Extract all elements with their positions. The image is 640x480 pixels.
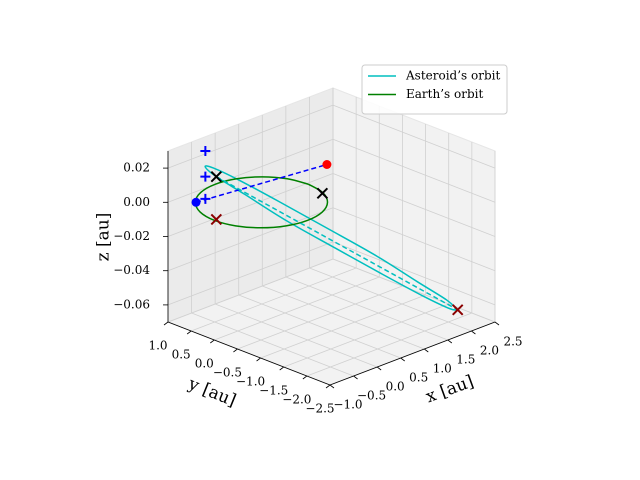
z-tick-label: 0.02 [123, 161, 150, 175]
y-tick [325, 384, 331, 389]
grid-line [191, 312, 354, 377]
series-line [204, 165, 459, 311]
grid-line [332, 207, 496, 272]
y-tick [210, 339, 215, 344]
x-tick [494, 321, 500, 326]
marker [322, 160, 332, 169]
x-tick-label: 0.0 [386, 380, 405, 394]
x-tick [471, 330, 476, 335]
y-tick-label: −2.5 [305, 402, 334, 416]
z-tick-label: −0.04 [113, 263, 150, 277]
grid-line [167, 138, 334, 203]
grid-line [167, 104, 334, 169]
grid-line [332, 104, 496, 169]
y-tick [256, 357, 261, 362]
y-tick-label: −2.0 [282, 393, 311, 407]
x-tick [424, 348, 429, 353]
x-tick [353, 375, 358, 380]
grid-line [214, 303, 378, 368]
marker [200, 171, 211, 182]
grid-line [191, 267, 357, 332]
grid-line [306, 312, 472, 377]
z-tick-label: −0.06 [113, 297, 150, 311]
y-tick [233, 348, 238, 353]
grid-line [260, 294, 426, 359]
x-axis-label: x [au] [423, 372, 476, 408]
x-axis-line [329, 321, 496, 386]
grid-line [262, 285, 425, 350]
plot-area [191, 146, 464, 316]
grid-line [332, 138, 496, 203]
x-tick-label: 1.0 [433, 362, 452, 376]
y-tick-label: 0.0 [195, 357, 214, 371]
grid-line [238, 294, 401, 359]
x-tick-label: 2.0 [480, 344, 499, 358]
y-tick-label: 0.5 [172, 348, 191, 362]
x-tick-label: 2.5 [503, 335, 522, 349]
x-tick [329, 384, 335, 389]
grid-line [167, 241, 334, 306]
legend-label: Earth’s orbit [406, 87, 483, 101]
marker [316, 187, 329, 200]
y-tick [186, 330, 192, 335]
marker [200, 146, 211, 156]
series-line [215, 176, 459, 311]
grid-line [214, 276, 380, 341]
z-axis-label: z [au] [94, 213, 114, 262]
axes: −1.0−0.50.00.51.01.52.02.51.00.50.0−0.5−… [113, 151, 523, 416]
legend-label: Asteroid’s orbit [405, 69, 500, 83]
x-tick-label: −0.5 [357, 389, 386, 403]
x-tick [400, 357, 405, 362]
z-tick-label: 0.00 [123, 195, 150, 209]
y-tick-label: −1.5 [259, 384, 288, 398]
y-tick [163, 321, 169, 326]
marker [200, 193, 211, 204]
y-tick [279, 366, 284, 371]
x-tick [376, 366, 382, 371]
series-line [195, 163, 328, 204]
x-tick-label: −1.0 [333, 398, 362, 412]
grid-line [167, 258, 334, 323]
grid-line [332, 241, 496, 306]
legend: Asteroid’s orbit Earth’s orbit [361, 64, 508, 115]
legend-box [361, 64, 508, 115]
x-tick-label: 0.5 [409, 371, 428, 385]
x-tick [447, 339, 453, 344]
x-tick-label: 1.5 [456, 353, 475, 367]
marker [210, 213, 223, 226]
marker [452, 304, 464, 316]
y-axis-line [167, 321, 331, 386]
marker [210, 170, 223, 183]
grid-line [285, 276, 449, 341]
y-tick-label: 1.0 [148, 339, 167, 353]
z-tick-label: −0.02 [113, 229, 150, 243]
grid-line [332, 173, 496, 237]
y-tick [302, 375, 308, 380]
grid-line [309, 267, 472, 332]
marker [191, 197, 201, 207]
grid-line [283, 303, 449, 368]
y-tick-label: −0.5 [213, 366, 242, 380]
grid-line [167, 207, 334, 272]
grid-line [237, 285, 403, 350]
y-tick-label: −1.0 [236, 375, 265, 389]
